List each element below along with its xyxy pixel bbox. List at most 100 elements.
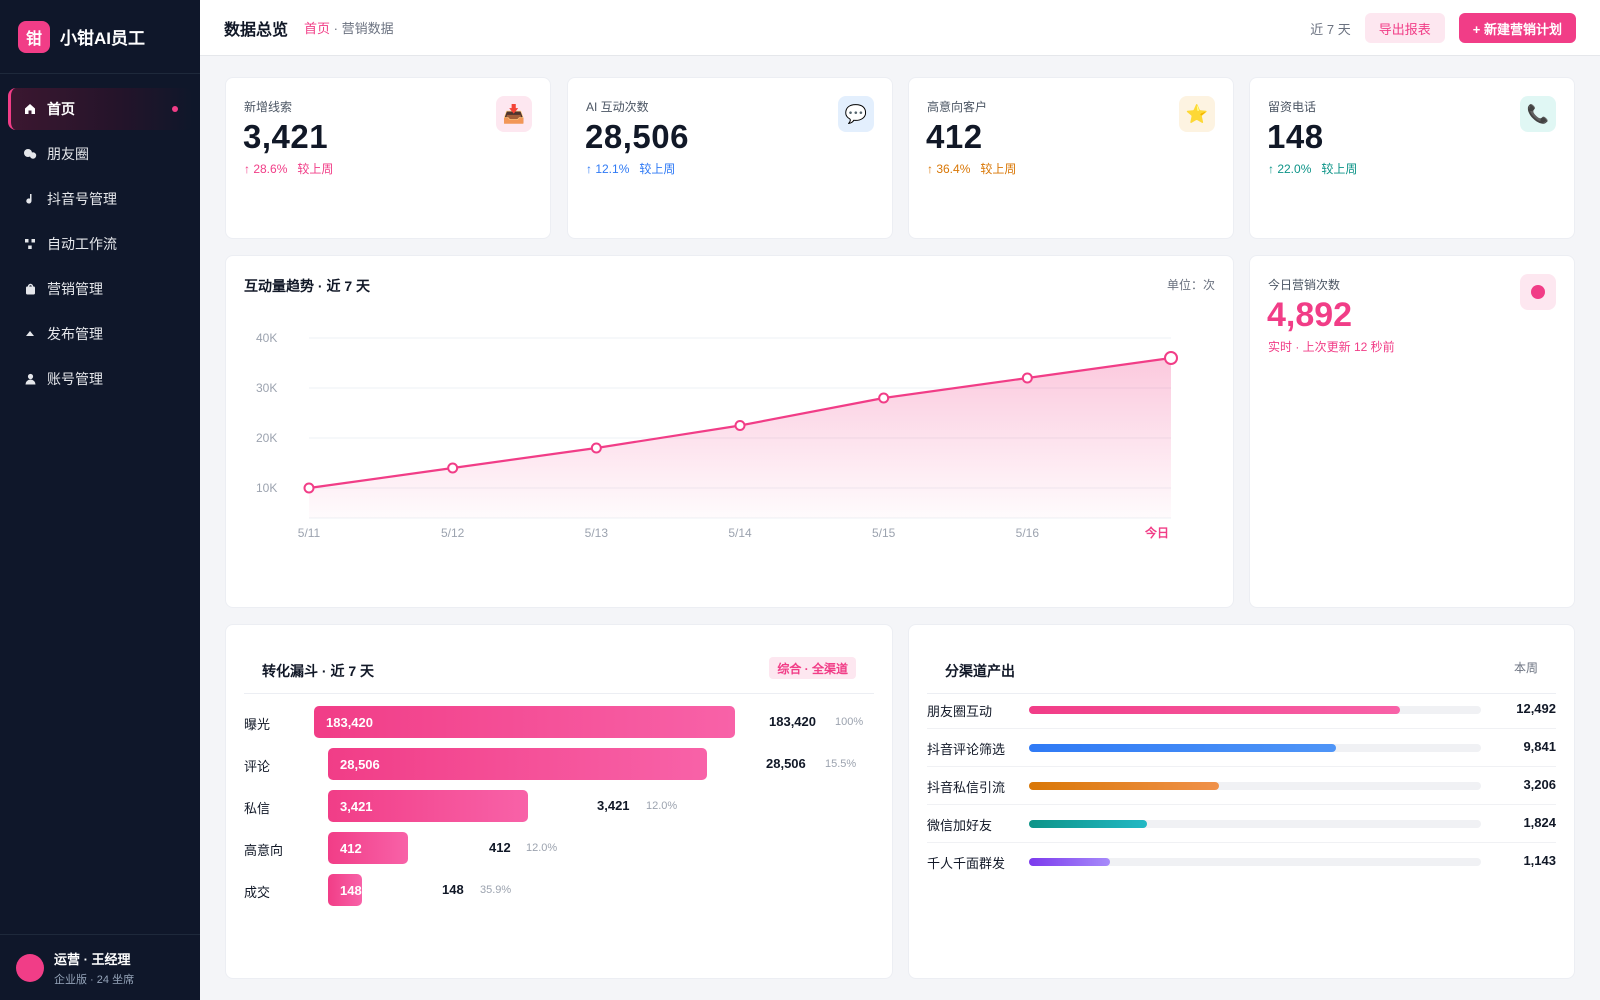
kpi-compare: 较上周 (1321, 162, 1358, 176)
kpi-card-ai-interactions[interactable]: AI 互动次数 28,506 ↑ 12.1% 较上周 💬 (567, 77, 893, 239)
kpi-compare: 较上周 (639, 162, 676, 176)
today-value: 4,892 (1267, 296, 1353, 334)
today-marketing-card[interactable]: 今日营销次数 4,892 实时 · 上次更新 12 秒前 (1249, 255, 1575, 608)
channel-progress-track (1029, 820, 1481, 828)
user-name: 运营 · 王经理 (54, 951, 131, 967)
brand[interactable]: 钳 小钳AI员工 (0, 0, 200, 74)
channel-title: 分渠道产出 (945, 663, 1015, 679)
funnel-bar: 3,421 (328, 790, 528, 822)
home-icon (22, 101, 38, 117)
funnel-row: 评论 28,506 28,506 15.5% (226, 748, 892, 780)
funnel-row: 曝光 183,420 183,420 100% (226, 706, 892, 738)
trend-data-point[interactable] (1164, 351, 1178, 365)
funnel-row: 高意向 412 412 12.0% (226, 832, 892, 864)
trend-data-point[interactable] (878, 392, 890, 404)
x-tick-label: 5/12 (441, 526, 465, 540)
funnel-percent: 35.9% (480, 884, 512, 896)
divider (244, 693, 874, 694)
user-icon (22, 371, 38, 387)
kpi-card-high-intent[interactable]: 高意向客户 412 ↑ 36.4% 较上周 ⭐ (908, 77, 1234, 239)
breadcrumb-home[interactable]: 首页 (304, 21, 331, 36)
channel-progress-fill (1029, 744, 1337, 752)
funnel-bar: 183,420 (314, 706, 735, 738)
divider (927, 693, 1556, 694)
breadcrumb: 首页 · 营销数据 (304, 18, 394, 37)
funnel-channel-tag[interactable]: 综合 · 全渠道 (769, 657, 856, 679)
kpi-value: 3,421 (243, 118, 329, 155)
kpi-delta: ↑ 22.0% 较上周 (1268, 160, 1357, 177)
moments-icon (22, 146, 38, 162)
kpi-card-phone-leads[interactable]: 留资电话 148 ↑ 22.0% 较上周 📞 (1249, 77, 1575, 239)
export-report-button[interactable]: 导出报表 (1364, 13, 1445, 43)
channel-label: 千人千面群发 (927, 856, 1006, 871)
funnel-stage-label: 成交 (244, 885, 271, 900)
funnel-percent: 15.5% (825, 758, 857, 770)
y-tick-label: 10K (256, 481, 277, 495)
funnel-value: 28,506 (766, 756, 806, 771)
channel-period-selector[interactable]: 本周 (1513, 661, 1538, 675)
sidebar-item-label: 账号管理 (47, 371, 103, 387)
top-header: 数据总览 首页 · 营销数据 近 7 天 导出报表 + 新建营销计划 (200, 0, 1600, 56)
inbox-icon: 📥 (496, 96, 532, 132)
user-profile[interactable]: 运营 · 王经理 企业版 · 24 坐席 (0, 934, 200, 1000)
channel-progress-track (1029, 782, 1481, 790)
x-tick-label: 5/16 (1016, 526, 1040, 540)
kpi-delta: ↑ 36.4% 较上周 (927, 160, 1016, 177)
channel-row: 朋友圈互动 12,492 (927, 691, 1556, 729)
sidebar-item-label: 自动工作流 (47, 236, 117, 252)
kpi-label: 新增线索 (244, 100, 293, 114)
trend-data-point[interactable] (734, 420, 746, 431)
kpi-delta: ↑ 12.1% 较上周 (586, 160, 675, 177)
sidebar-item-account[interactable]: 账号管理 (8, 358, 192, 400)
funnel-bar: 148 (328, 874, 362, 906)
channel-progress-fill (1029, 858, 1111, 866)
star-icon: ⭐ (1179, 96, 1215, 132)
sidebar-nav: 首页 朋友圈 抖音号管理 自动工作流 营销管理 (0, 74, 200, 400)
page-title: 数据总览 (224, 21, 289, 39)
today-label: 今日营销次数 (1268, 278, 1341, 292)
sidebar-item-publish[interactable]: 发布管理 (8, 313, 192, 355)
trend-chart-card: 互动量趋势 · 近 7 天 单位：次 10K 20K 30K 40K 5/11 5/12… (225, 255, 1234, 608)
channel-progress-fill (1029, 782, 1219, 790)
channel-row: 抖音评论筛选 9,841 (927, 729, 1556, 767)
kpi-card-new-leads[interactable]: 新增线索 3,421 ↑ 28.6% 较上周 📥 (225, 77, 551, 239)
trend-data-point[interactable] (447, 462, 459, 474)
avatar (16, 953, 44, 982)
funnel-percent: 12.0% (646, 800, 678, 812)
kpi-label: 留资电话 (1268, 100, 1317, 114)
sidebar-item-moments[interactable]: 朋友圈 (8, 133, 192, 175)
breadcrumb-current: · 营销数据 (330, 21, 394, 36)
funnel-value: 412 (489, 840, 511, 855)
sidebar-item-workflow[interactable]: 自动工作流 (8, 223, 192, 265)
phone-icon: 📞 (1520, 96, 1556, 132)
channel-label: 微信加好友 (927, 818, 993, 833)
funnel-stage-label: 评论 (244, 759, 271, 774)
chart-unit: 单位：次 (1166, 278, 1215, 292)
kpi-delta-value: ↑ 12.1% (586, 162, 630, 176)
new-campaign-button[interactable]: + 新建营销计划 (1458, 13, 1576, 43)
kpi-value: 412 (926, 118, 983, 155)
funnel-percent: 100% (835, 716, 864, 728)
trend-data-point[interactable] (590, 442, 602, 454)
sidebar-item-douyin[interactable]: 抖音号管理 (8, 178, 192, 220)
bag-icon (22, 281, 38, 297)
channel-progress-track (1029, 858, 1481, 866)
channel-output-card: 分渠道产出 本周 朋友圈互动 12,492 抖音评论筛选 9,841 抖音私信引… (908, 624, 1575, 979)
date-range-selector[interactable]: 近 7 天 (1310, 21, 1351, 37)
funnel-title: 转化漏斗 · 近 7 天 (262, 663, 375, 679)
x-tick-label: 今日 (1144, 525, 1169, 540)
sidebar-item-marketing[interactable]: 营销管理 (8, 268, 192, 310)
live-dot-icon (1520, 274, 1556, 310)
channel-value: 3,206 (1523, 777, 1556, 792)
kpi-compare: 较上周 (297, 162, 334, 176)
channel-progress-track (1029, 744, 1481, 752)
trend-data-point[interactable] (1021, 372, 1033, 384)
kpi-value: 28,506 (585, 118, 689, 155)
sidebar-item-home[interactable]: 首页 (8, 88, 192, 130)
workflow-icon (22, 236, 38, 252)
channel-label: 抖音私信引流 (927, 780, 1006, 795)
sidebar-item-label: 首页 (47, 101, 75, 117)
trend-data-point[interactable] (303, 482, 315, 494)
channel-value: 1,824 (1523, 815, 1556, 830)
x-tick-label: 5/14 (728, 526, 752, 540)
